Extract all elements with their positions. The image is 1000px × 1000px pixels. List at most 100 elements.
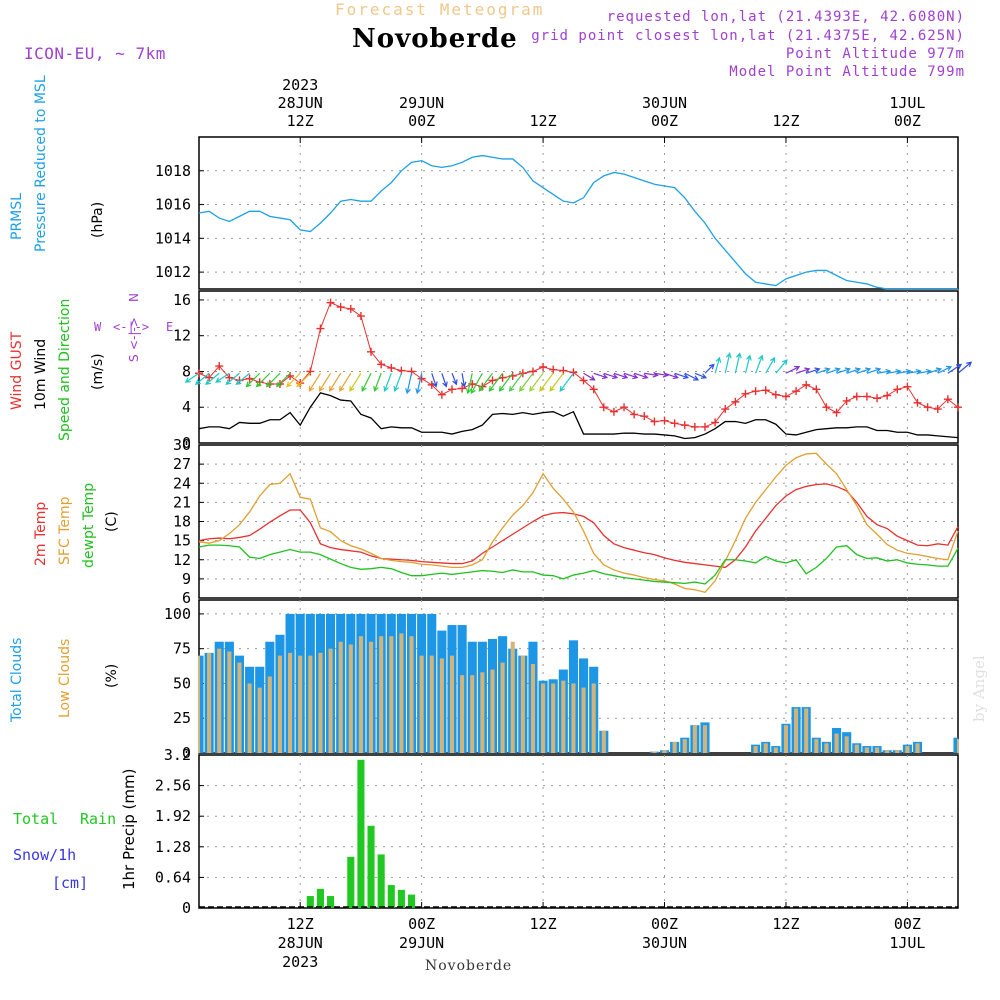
rain-bar [306, 896, 314, 908]
wind-direction-arrow [415, 373, 423, 395]
wind-direction-arrow [856, 367, 872, 374]
gust-point [862, 392, 871, 401]
low-cloud-bar [682, 739, 687, 753]
ytick-label: 50 [173, 674, 191, 692]
rain-bar [367, 825, 375, 908]
time-tick-label: 28JUN [277, 934, 323, 952]
low-cloud-bar [490, 669, 495, 753]
wind-direction-arrow [215, 372, 230, 383]
legend-snow: Snow/1h [13, 846, 77, 864]
wind-direction-arrow [539, 372, 554, 392]
gust-point [387, 363, 396, 372]
ytick-label: 1.92 [155, 807, 191, 825]
low-cloud-bar [298, 655, 303, 753]
wind-direction-arrow [308, 372, 321, 392]
wind-direction-arrow [373, 373, 382, 393]
point-altitude: Point Altitude 977m [785, 46, 965, 62]
gust-point [620, 403, 629, 412]
dewpt-line [198, 544, 959, 585]
low-cloud-bar [541, 683, 546, 753]
wind-direction-arrow [795, 367, 811, 374]
time-tick-label: 00Z [408, 915, 436, 933]
low-cloud-bar [328, 648, 333, 753]
low-cloud-bar [561, 680, 566, 753]
gust-point [893, 385, 902, 394]
ytick-label: 1018 [155, 162, 191, 180]
wind-direction-arrow [478, 372, 493, 392]
gust-point [690, 422, 699, 431]
wind-direction-arrow [633, 372, 649, 380]
low-cloud-bar [358, 636, 363, 753]
gust-point [589, 385, 598, 394]
wind-line [198, 392, 959, 440]
gust-point [903, 382, 912, 391]
wind-direction-arrow [286, 372, 301, 388]
low-cloud-bar [368, 641, 374, 753]
wind-direction-arrow [488, 372, 504, 392]
ytick-label: 27 [173, 455, 191, 473]
gust-point [873, 394, 882, 403]
time-tick-label: 12Z [772, 112, 800, 130]
wind-direction-arrow [529, 372, 544, 392]
low-cloud-bar [905, 746, 910, 753]
gust-point [842, 396, 851, 405]
wind-direction-arrow [836, 367, 851, 374]
time-tick-label: 00Z [893, 915, 921, 933]
wind-direction-arrow [664, 372, 679, 380]
gust-point [650, 417, 659, 426]
low-cloud-bar [227, 651, 232, 753]
gust-point [771, 390, 780, 399]
time-tick-label: 12Z [529, 915, 557, 933]
rain-bar [316, 888, 324, 908]
low-cloud-bar [895, 750, 900, 753]
wind-direction-arrow [559, 372, 574, 392]
ytick-label: 16 [173, 291, 191, 309]
gust-point [812, 385, 821, 394]
wind-direction-arrow [245, 372, 261, 388]
ytick-label: 30 [173, 436, 191, 454]
gust-point [701, 422, 709, 431]
gust-point [336, 303, 345, 312]
low-cloud-bar [551, 683, 556, 753]
legend-rain: Rain [80, 810, 117, 828]
gust-point [781, 392, 790, 401]
low-cloud-bar [247, 683, 252, 753]
rain-bar [347, 856, 355, 908]
wind-direction-arrow [329, 372, 342, 392]
low-cloud-bar [348, 644, 353, 753]
low-cloud-bar [399, 633, 404, 753]
panel-temperature [198, 444, 959, 599]
time-tick-label: 00Z [408, 112, 436, 130]
wind-direction-arrow [927, 367, 943, 374]
time-tick-label: 2023 [282, 76, 319, 94]
product-title: Forecast Meteogram [335, 0, 545, 19]
rain-bar [377, 854, 385, 908]
gust-point [458, 384, 467, 393]
low-cloud-bar [338, 641, 343, 753]
low-cloud-bar [409, 636, 414, 753]
gust-point [630, 410, 639, 419]
low-cloud-bar [804, 708, 809, 753]
low-cloud-bar [591, 683, 596, 753]
wind-direction-arrow [405, 373, 413, 395]
gust-point [933, 405, 942, 414]
location-title: Novoberde [352, 24, 518, 54]
low-cloud-bar [571, 683, 576, 753]
legend-total: Total [13, 810, 59, 828]
wind-direction-arrow [184, 372, 200, 383]
gust-point [731, 397, 740, 406]
gust-point [437, 390, 446, 399]
wind-direction-arrow [441, 373, 448, 388]
gust-point [397, 366, 406, 375]
low-cloud-bar [439, 658, 444, 753]
low-cloud-bar [956, 739, 960, 753]
gust-point [599, 403, 608, 412]
wind-direction-arrow [349, 372, 362, 392]
low-cloud-bar [379, 636, 384, 753]
ytick-label: 100 [164, 605, 191, 623]
wind-direction-arrow [549, 372, 564, 392]
ytick-label: 1016 [155, 196, 191, 214]
gust-point [711, 418, 720, 427]
rain-bar [397, 889, 405, 908]
